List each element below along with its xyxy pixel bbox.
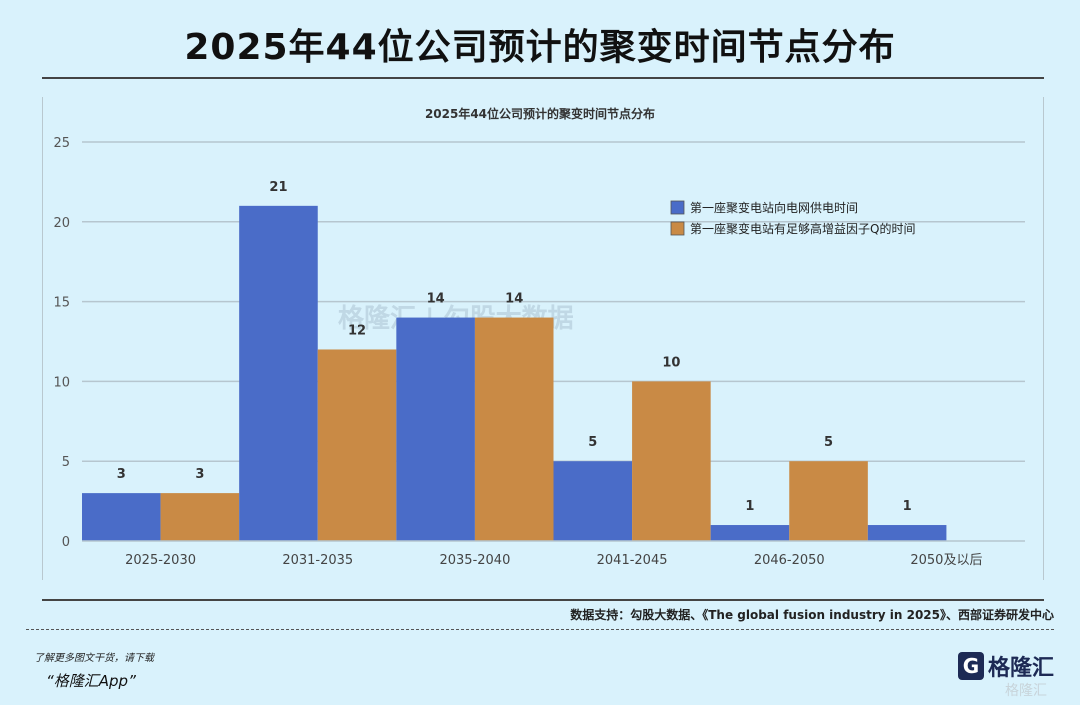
data-label: 12 (348, 323, 366, 338)
y-tick-label: 0 (62, 535, 70, 550)
x-tick-label: 2050及以后 (910, 553, 982, 568)
bar (396, 317, 475, 541)
legend-label: 第一座聚变电站向电网供电时间 (690, 200, 858, 215)
corner-watermark: 格隆汇 (1005, 683, 1047, 699)
y-tick-label: 20 (53, 216, 70, 231)
chart-panel (42, 97, 1044, 580)
bar (553, 461, 633, 541)
x-tick-label: 2025-2030 (125, 553, 196, 568)
bar (160, 493, 240, 541)
data-label: 5 (824, 435, 833, 450)
x-tick-label: 2031-2035 (282, 553, 353, 568)
logo: G 格隆汇 (958, 650, 1054, 682)
bar (474, 317, 554, 541)
data-label: 5 (588, 435, 597, 450)
logo-text: 格隆汇 (988, 656, 1055, 681)
data-label: 3 (117, 467, 126, 482)
y-tick-label: 15 (53, 296, 70, 311)
bar (317, 349, 397, 541)
legend-swatch (670, 200, 685, 215)
divider (42, 77, 1044, 79)
data-label: 21 (269, 180, 287, 195)
data-label: 14 (505, 292, 523, 307)
data-label: 1 (903, 499, 912, 514)
bar (789, 461, 868, 541)
data-label: 14 (427, 292, 445, 307)
promo-text: 了解更多图文干货，请下载 (34, 653, 154, 664)
y-tick-label: 25 (53, 136, 70, 151)
promo-app-name: “格隆汇App” (46, 672, 136, 690)
x-tick-label: 2046-2050 (754, 553, 825, 568)
bar (710, 525, 790, 541)
page-title: 2025年44位公司预计的聚变时间节点分布 (184, 27, 896, 68)
data-label: 3 (195, 467, 204, 482)
divider (42, 599, 1044, 601)
legend-label: 第一座聚变电站有足够高增益因子Q的时间 (690, 221, 915, 236)
logo-icon: G (958, 652, 984, 680)
bar (82, 493, 161, 541)
bar (239, 205, 318, 541)
y-tick-label: 5 (62, 455, 70, 470)
y-tick-label: 10 (53, 375, 70, 390)
bar (632, 381, 711, 541)
legend-swatch (670, 221, 685, 236)
bar (867, 525, 947, 541)
chart-title: 2025年44位公司预计的聚变时间节点分布 (425, 106, 655, 121)
source-note: 数据支持：勾股大数据、《The global fusion industry i… (570, 608, 1054, 622)
x-tick-label: 2041-2045 (597, 553, 668, 568)
x-tick-label: 2035-2040 (439, 553, 510, 568)
dashed-divider (26, 629, 1054, 630)
data-label: 10 (662, 355, 680, 370)
data-label: 1 (745, 499, 754, 514)
